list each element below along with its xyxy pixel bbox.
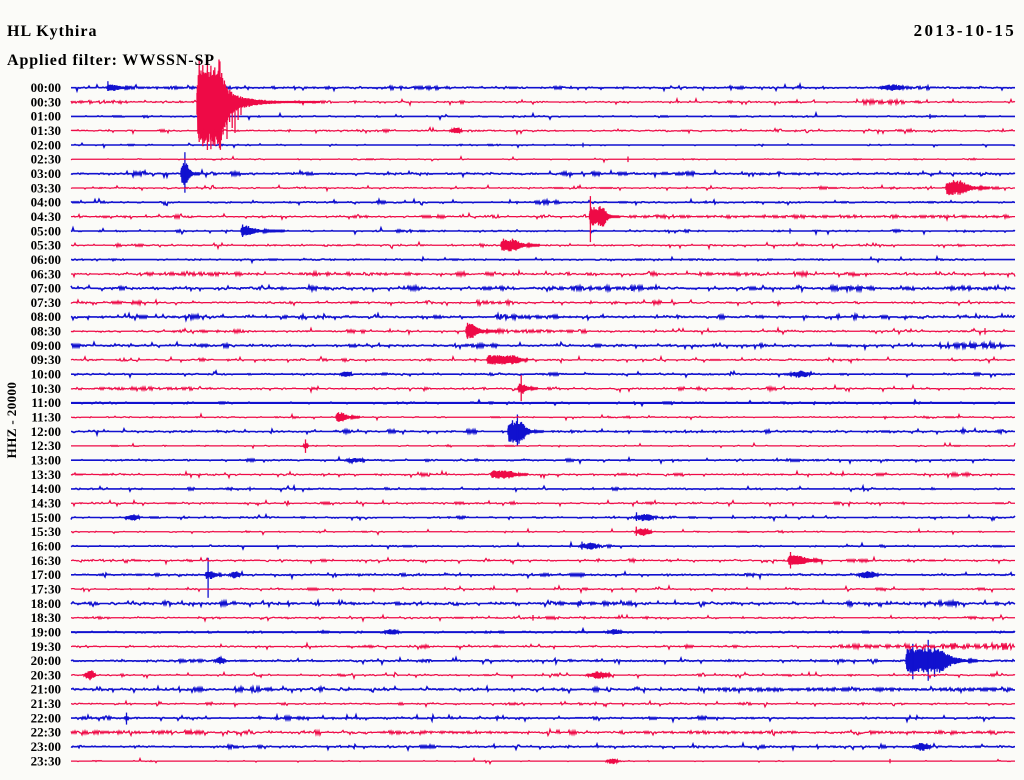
svg-text:23:30: 23:30 [31, 753, 61, 768]
svg-text:15:30: 15:30 [31, 524, 61, 539]
svg-text:01:00: 01:00 [31, 109, 61, 124]
svg-text:09:00: 09:00 [31, 338, 61, 353]
svg-text:17:30: 17:30 [31, 581, 61, 596]
svg-text:07:00: 07:00 [31, 281, 61, 296]
svg-text:18:30: 18:30 [31, 610, 61, 625]
svg-text:06:30: 06:30 [31, 266, 61, 281]
svg-text:06:00: 06:00 [31, 252, 61, 267]
svg-text:22:30: 22:30 [31, 725, 61, 740]
svg-text:11:00: 11:00 [31, 395, 61, 410]
svg-text:12:00: 12:00 [31, 424, 61, 439]
svg-text:13:00: 13:00 [31, 453, 61, 468]
svg-text:HL Kythira: HL Kythira [7, 23, 97, 40]
svg-text:01:30: 01:30 [31, 123, 61, 138]
svg-text:14:00: 14:00 [31, 481, 61, 496]
svg-text:10:00: 10:00 [31, 367, 61, 382]
svg-text:02:00: 02:00 [31, 137, 61, 152]
svg-text:19:00: 19:00 [31, 624, 61, 639]
svg-text:23:00: 23:00 [31, 739, 61, 754]
svg-text:02:30: 02:30 [31, 152, 61, 167]
svg-text:19:30: 19:30 [31, 639, 61, 654]
svg-text:13:30: 13:30 [31, 467, 61, 482]
svg-text:2013-10-15: 2013-10-15 [914, 21, 1016, 40]
svg-text:07:30: 07:30 [31, 295, 61, 310]
svg-text:14:30: 14:30 [31, 496, 61, 511]
svg-text:03:00: 03:00 [31, 166, 61, 181]
svg-text:03:30: 03:30 [31, 180, 61, 195]
svg-text:20:00: 20:00 [31, 653, 61, 668]
svg-text:16:30: 16:30 [31, 553, 61, 568]
svg-text:09:30: 09:30 [31, 352, 61, 367]
svg-text:21:30: 21:30 [31, 696, 61, 711]
svg-text:00:30: 00:30 [31, 94, 61, 109]
svg-text:11:30: 11:30 [31, 410, 61, 425]
svg-text:08:00: 08:00 [31, 309, 61, 324]
svg-text:04:00: 04:00 [31, 195, 61, 210]
svg-text:15:00: 15:00 [31, 510, 61, 525]
svg-text:05:30: 05:30 [31, 238, 61, 253]
svg-text:16:00: 16:00 [31, 539, 61, 554]
svg-text:00:00: 00:00 [31, 80, 61, 95]
svg-text:17:00: 17:00 [31, 567, 61, 582]
svg-text:04:30: 04:30 [31, 209, 61, 224]
svg-text:HHZ - 20000: HHZ - 20000 [4, 382, 19, 459]
svg-text:05:00: 05:00 [31, 223, 61, 238]
svg-text:22:00: 22:00 [31, 710, 61, 725]
svg-text:20:30: 20:30 [31, 667, 61, 682]
svg-text:10:30: 10:30 [31, 381, 61, 396]
svg-text:08:30: 08:30 [31, 324, 61, 339]
svg-text:21:00: 21:00 [31, 682, 61, 697]
svg-text:Applied filter: WWSSN-SP: Applied filter: WWSSN-SP [7, 52, 215, 69]
svg-text:12:30: 12:30 [31, 438, 61, 453]
svg-text:18:00: 18:00 [31, 596, 61, 611]
